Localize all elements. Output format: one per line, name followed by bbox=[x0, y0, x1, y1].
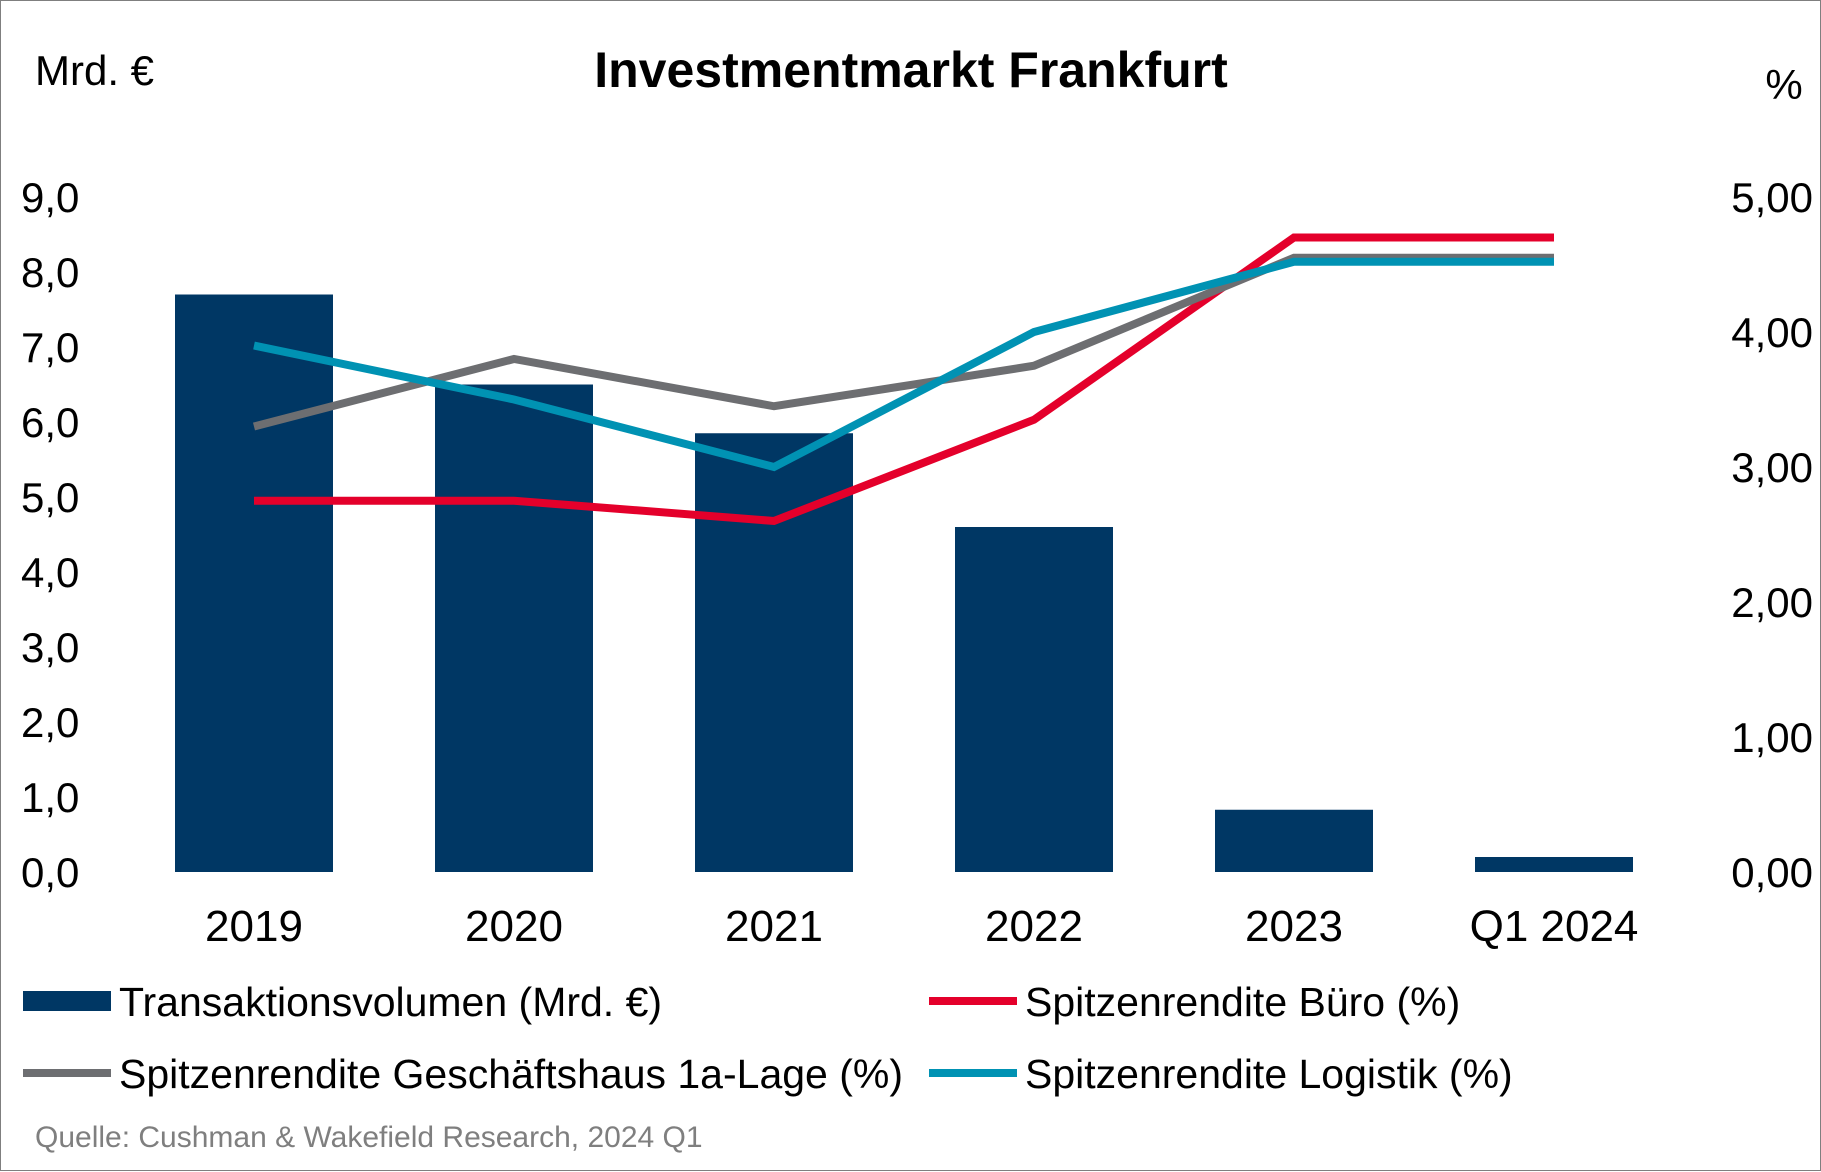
left-tick-label: 6,0 bbox=[21, 399, 79, 446]
left-tick-label: 2,0 bbox=[21, 699, 79, 746]
left-tick-label: 0,0 bbox=[21, 849, 79, 896]
left-tick-label: 7,0 bbox=[21, 324, 79, 371]
category-label: 2021 bbox=[725, 902, 823, 951]
category-axis: 2019 2020 2021 2022 2023 Q1 2024 bbox=[205, 902, 1638, 951]
category-label: 2023 bbox=[1245, 902, 1343, 951]
legend-label: Spitzenrendite Geschäftshaus 1a-Lage (%) bbox=[119, 1051, 903, 1097]
bar-2022 bbox=[955, 527, 1113, 872]
right-tick-label: 5,00 bbox=[1731, 174, 1813, 221]
category-label: 2019 bbox=[205, 902, 303, 951]
left-axis: 0,0 1,0 2,0 3,0 4,0 5,0 6,0 7,0 8,0 9,0 bbox=[21, 174, 79, 896]
right-tick-label: 1,00 bbox=[1731, 714, 1813, 761]
category-label: 2020 bbox=[465, 902, 563, 951]
chart-title: Investmentmarkt Frankfurt bbox=[594, 42, 1228, 98]
bar-series bbox=[175, 295, 1633, 873]
right-tick-label: 0,00 bbox=[1731, 849, 1813, 896]
bar-2023 bbox=[1215, 810, 1373, 872]
category-label: Q1 2024 bbox=[1470, 902, 1639, 951]
legend-label: Spitzenrendite Büro (%) bbox=[1025, 979, 1460, 1025]
right-tick-label: 4,00 bbox=[1731, 309, 1813, 356]
legend-label: Spitzenrendite Logistik (%) bbox=[1025, 1051, 1513, 1097]
left-tick-label: 8,0 bbox=[21, 249, 79, 296]
bar-q1-2024 bbox=[1475, 857, 1633, 872]
left-tick-label: 5,0 bbox=[21, 474, 79, 521]
left-tick-label: 4,0 bbox=[21, 549, 79, 596]
right-tick-label: 2,00 bbox=[1731, 579, 1813, 626]
legend-label: Transaktionsvolumen (Mrd. €) bbox=[119, 979, 662, 1025]
legend: Transaktionsvolumen (Mrd. €) Spitzenrendi… bbox=[23, 979, 1513, 1097]
bar-2020 bbox=[435, 385, 593, 873]
left-tick-label: 9,0 bbox=[21, 174, 79, 221]
right-axis-unit: % bbox=[1765, 61, 1802, 108]
source-note: Quelle: Cushman & Wakefield Research, 20… bbox=[35, 1121, 703, 1154]
right-axis: 0,00 1,00 2,00 3,00 4,00 5,00 bbox=[1731, 174, 1813, 896]
right-tick-label: 3,00 bbox=[1731, 444, 1813, 491]
left-axis-unit: Mrd. € bbox=[35, 47, 154, 94]
bar-2019 bbox=[175, 295, 333, 873]
left-tick-label: 3,0 bbox=[21, 624, 79, 671]
category-label: 2022 bbox=[985, 902, 1083, 951]
legend-swatch-bar bbox=[23, 991, 111, 1011]
left-tick-label: 1,0 bbox=[21, 774, 79, 821]
